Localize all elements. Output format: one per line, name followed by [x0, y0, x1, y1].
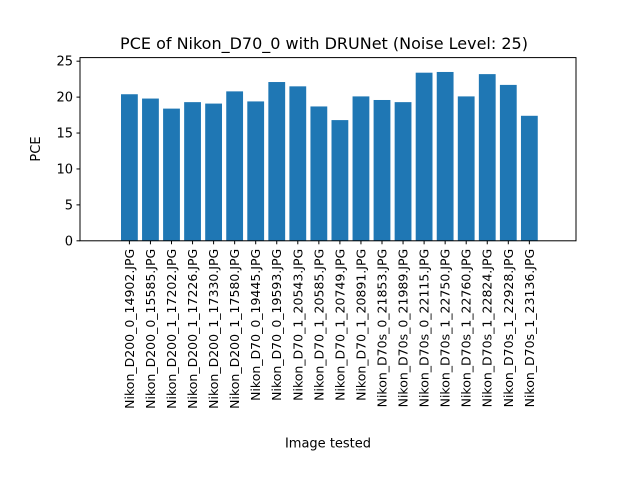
bar [184, 102, 201, 241]
bar [268, 82, 286, 241]
y-tick-label: 5 [65, 198, 73, 213]
bar [163, 108, 180, 241]
bar [415, 72, 433, 241]
y-tick-label: 15 [56, 127, 73, 142]
bar [373, 99, 391, 241]
y-tick-label: 25 [56, 55, 73, 70]
x-tick-label: Nikon_D70s_0_22115.JPG [417, 249, 432, 408]
bar [289, 86, 307, 241]
bar [352, 96, 370, 241]
x-tick-label: Nikon_D70_1_20585.JPG [311, 249, 326, 401]
chart-title: PCE of Nikon_D70_0 with DRUNet (Noise Le… [120, 34, 528, 54]
x-tick-label: Nikon_D200_0_14902.JPG [122, 249, 137, 409]
bar [142, 98, 159, 241]
y-axis-label: PCE [29, 136, 44, 161]
x-tick-label: Nikon_D70_0_19593.JPG [269, 249, 284, 401]
x-tick-label: Nikon_D200_1_17580.JPG [227, 249, 242, 409]
x-tick-label: Nikon_D70s_1_22824.JPG [480, 249, 495, 408]
bar [205, 103, 222, 241]
x-tick-label: Nikon_D70s_1_22760.JPG [459, 249, 474, 408]
x-tick-label: Nikon_D70s_1_22750.JPG [438, 249, 453, 408]
bar [436, 71, 454, 241]
x-tick-label: Nikon_D70s_1_23136.JPG [522, 249, 537, 408]
bar [478, 74, 496, 241]
bar [457, 96, 475, 241]
x-tick-label: Nikon_D70s_0_21853.JPG [375, 249, 390, 408]
x-tick-label: Nikon_D70_0_19445.JPG [248, 249, 263, 401]
x-tick-label: Nikon_D70s_0_21989.JPG [396, 249, 411, 408]
bars-group [121, 71, 538, 241]
bar [226, 91, 244, 241]
bar [247, 101, 265, 241]
x-tick-label: Nikon_D70s_1_22928.JPG [501, 249, 516, 408]
x-tick-label: Nikon_D200_1_17202.JPG [164, 249, 179, 409]
bar [310, 106, 328, 241]
bar [394, 102, 412, 241]
x-tick-label: Nikon_D70_1_20891.JPG [353, 249, 368, 401]
bar [520, 115, 538, 241]
x-tick-label: Nikon_D70_1_20543.JPG [290, 249, 305, 401]
x-axis-ticks: Nikon_D200_0_14902.JPG Nikon_D200_0_15585… [122, 240, 537, 409]
x-axis-label: Image tested [285, 437, 371, 452]
x-tick-label: Nikon_D200_0_15585.JPG [143, 249, 158, 409]
x-tick-label: Nikon_D200_1_17330.JPG [206, 249, 221, 409]
x-tick-label: Nikon_D200_1_17226.JPG [185, 249, 200, 409]
bar [499, 84, 517, 241]
y-tick-label: 0 [65, 234, 73, 249]
bar [331, 120, 349, 241]
y-tick-label: 10 [56, 162, 73, 177]
plot-area-frame [79, 57, 577, 242]
x-tick-label: Nikon_D70_1_20749.JPG [332, 249, 347, 401]
y-tick-label: 20 [56, 91, 73, 106]
y-axis-ticks: 0 5 10 15 20 25 [56, 55, 80, 249]
bar [121, 94, 138, 241]
